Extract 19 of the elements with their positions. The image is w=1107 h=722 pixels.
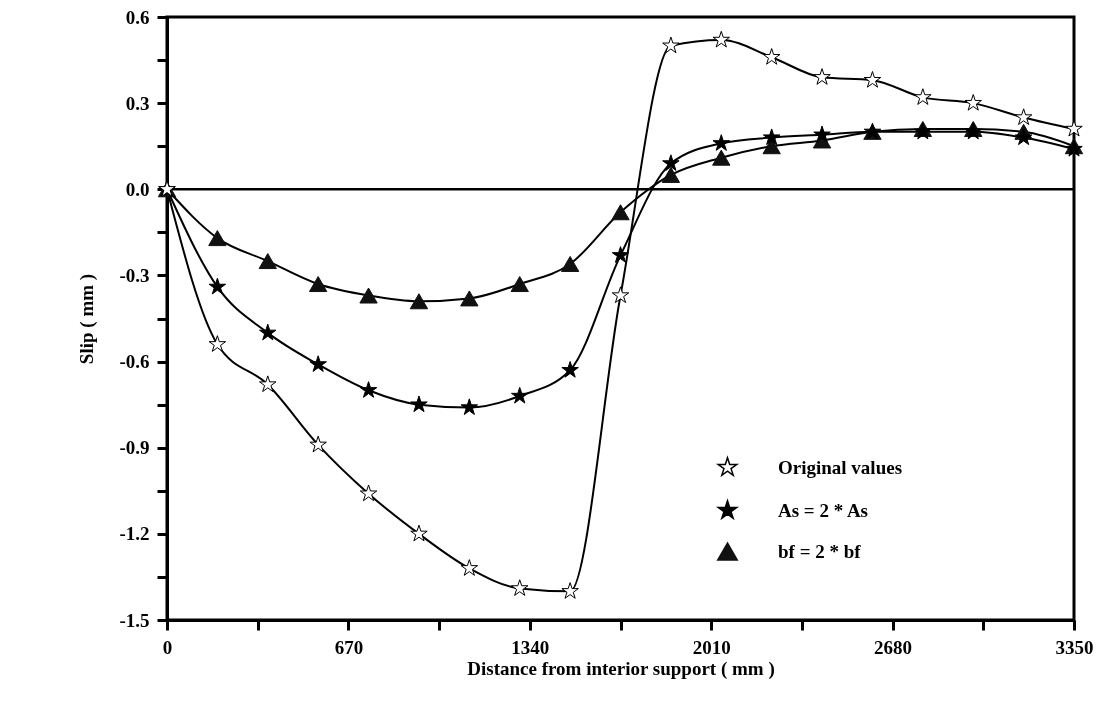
x-tick-label: 670 xyxy=(334,636,364,658)
y-tick-label: -0.3 xyxy=(119,264,150,286)
x-tick-label: 1340 xyxy=(511,636,550,658)
y-tick-label: 0.3 xyxy=(125,92,150,114)
x-tick-label: 2680 xyxy=(874,636,913,658)
y-tick-label: -0.9 xyxy=(119,437,150,459)
y-tick-label: 0.6 xyxy=(125,6,150,28)
x-tick-label: 2010 xyxy=(692,636,731,658)
legend-label: bf = 2 * bf xyxy=(778,540,862,562)
legend-label: As = 2 * As xyxy=(778,499,869,521)
y-tick-label: -1.5 xyxy=(119,609,150,631)
y-axis-title: Slip ( mm ) xyxy=(76,273,99,365)
y-tick-label: -1.2 xyxy=(119,523,150,545)
x-tick-label: 3350 xyxy=(1055,636,1094,658)
y-tick-label: 0.0 xyxy=(125,178,150,200)
x-tick-label: 0 xyxy=(162,636,173,658)
legend-label: Original values xyxy=(778,456,903,478)
y-tick-label: -0.6 xyxy=(119,351,150,373)
x-axis-title: Distance from interior support ( mm ) xyxy=(467,657,775,680)
